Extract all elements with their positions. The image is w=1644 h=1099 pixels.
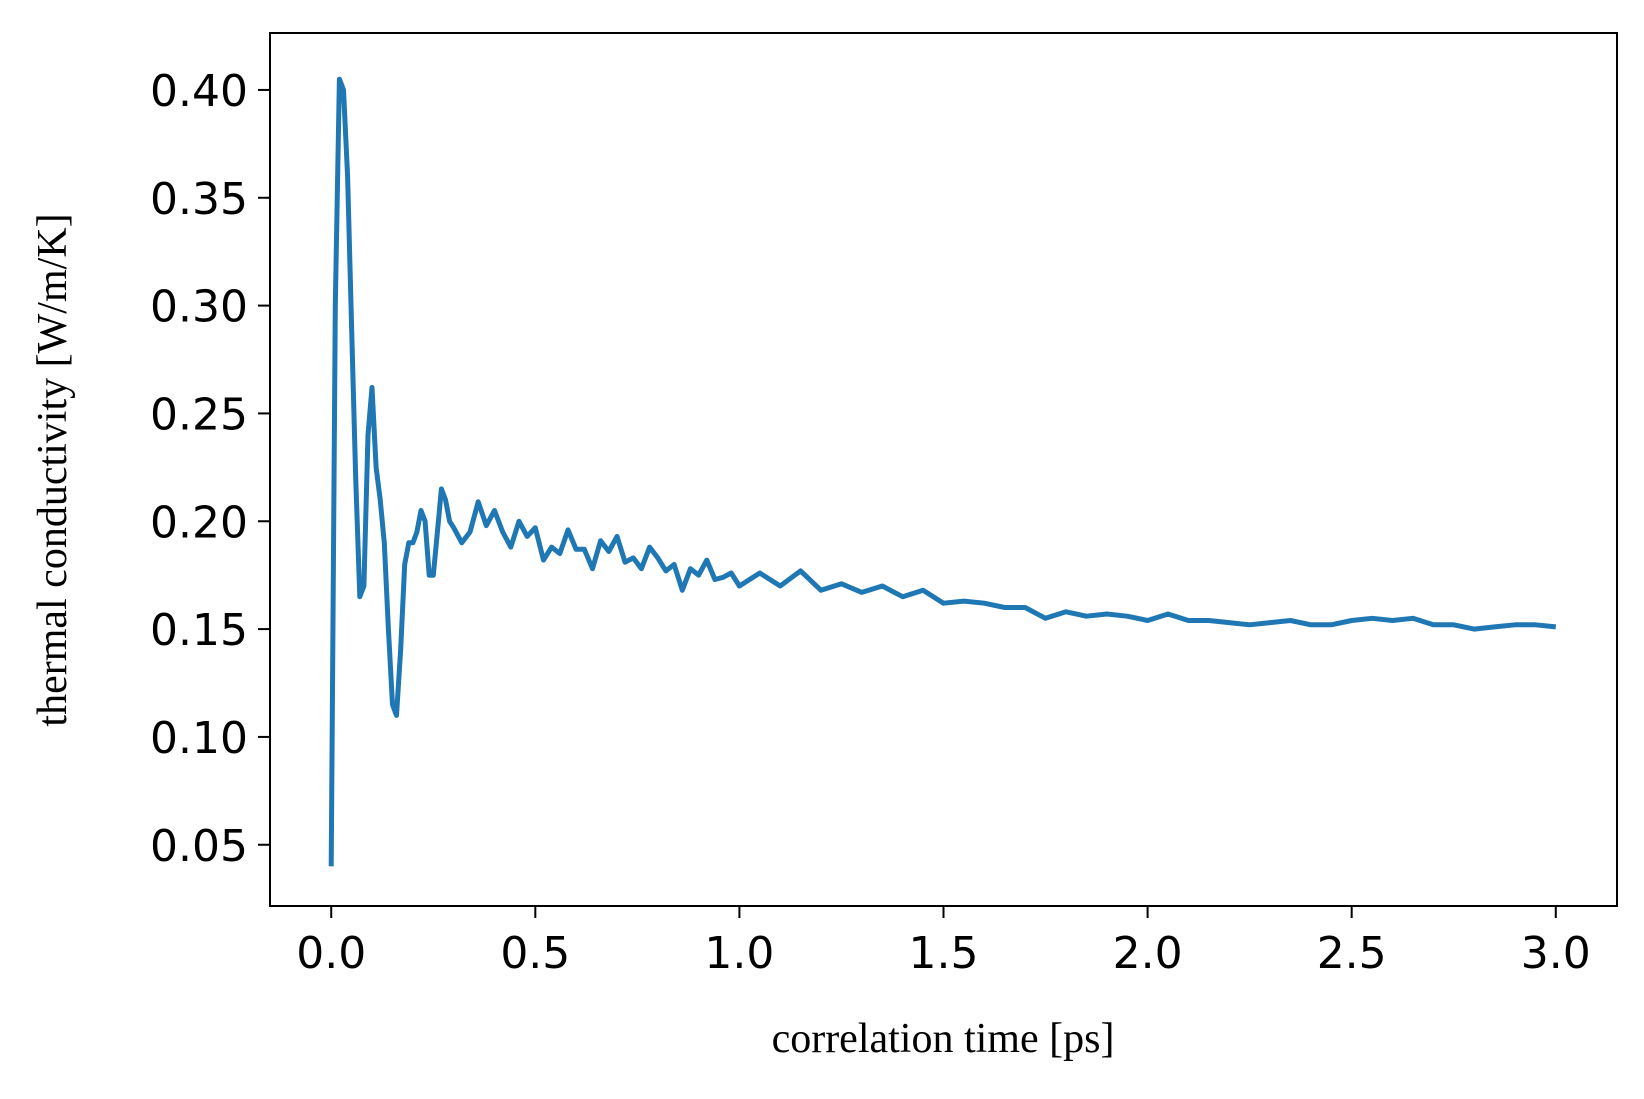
y-tick-label: 0.15 [150,605,248,656]
x-tick-label: 3.0 [1521,928,1591,979]
y-axis-label: thermal conductivity [W/m/K] [30,213,76,726]
x-tick-label: 2.5 [1317,928,1387,979]
x-tick-label: 1.5 [909,928,979,979]
x-axis-label: correlation time [ps] [772,1016,1115,1062]
y-tick-label: 0.20 [150,497,248,548]
line [328,76,1557,867]
y-tick-label: 0.25 [150,389,248,440]
y-tick-label: 0.35 [150,174,248,225]
y-tick-label: 0.30 [150,282,248,333]
x-tick-label: 0.5 [500,928,570,979]
y-tick-label: 0.40 [150,66,248,117]
x-tick-label: 1.0 [704,928,774,979]
x-tick-label: 0.0 [296,928,366,979]
y-tick-label: 0.10 [150,713,248,764]
plot-frame [269,32,1618,907]
y-tick-label: 0.05 [150,821,248,872]
x-tick-label: 2.0 [1113,928,1183,979]
